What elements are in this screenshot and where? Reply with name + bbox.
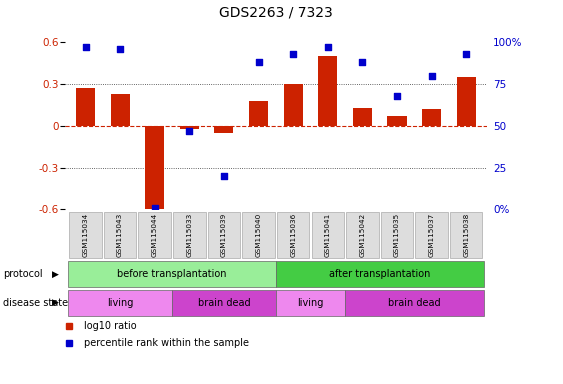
Text: GSM115033: GSM115033 [186, 213, 193, 257]
Point [358, 59, 367, 65]
FancyBboxPatch shape [415, 212, 448, 258]
Bar [110, 94, 129, 126]
Text: GSM115041: GSM115041 [325, 213, 331, 257]
Text: GSM115044: GSM115044 [152, 213, 158, 257]
Bar [76, 88, 95, 126]
Text: brain dead: brain dead [198, 298, 251, 308]
FancyBboxPatch shape [173, 212, 205, 258]
Bar [180, 126, 199, 129]
Text: GSM115036: GSM115036 [290, 213, 296, 257]
Point [115, 46, 124, 52]
Text: log10 ratio: log10 ratio [84, 321, 136, 331]
Point [185, 128, 194, 134]
Bar [284, 84, 303, 126]
Text: GSM115039: GSM115039 [221, 213, 227, 257]
Text: GSM115043: GSM115043 [117, 213, 123, 257]
FancyBboxPatch shape [276, 290, 345, 316]
FancyBboxPatch shape [277, 212, 310, 258]
Bar [318, 56, 337, 126]
Bar [457, 77, 476, 126]
Text: GSM115038: GSM115038 [463, 213, 469, 257]
Text: ▶: ▶ [52, 270, 59, 278]
Text: brain dead: brain dead [388, 298, 441, 308]
FancyBboxPatch shape [69, 212, 102, 258]
FancyBboxPatch shape [276, 261, 484, 287]
Bar [422, 109, 441, 126]
Bar [215, 126, 234, 133]
Text: protocol: protocol [3, 269, 42, 279]
FancyBboxPatch shape [450, 212, 482, 258]
Text: living: living [297, 298, 324, 308]
FancyBboxPatch shape [311, 212, 344, 258]
Point [81, 44, 90, 50]
Bar [353, 108, 372, 126]
Point [254, 59, 263, 65]
FancyBboxPatch shape [104, 212, 136, 258]
Text: percentile rank within the sample: percentile rank within the sample [84, 338, 249, 348]
Text: GSM115042: GSM115042 [359, 213, 365, 257]
Text: after transplantation: after transplantation [329, 269, 430, 279]
Text: GSM115035: GSM115035 [394, 213, 400, 257]
Text: before transplantation: before transplantation [117, 269, 227, 279]
Point [427, 73, 436, 79]
Text: living: living [107, 298, 133, 308]
Text: GDS2263 / 7323: GDS2263 / 7323 [219, 5, 333, 19]
FancyBboxPatch shape [345, 290, 484, 316]
Text: GSM115034: GSM115034 [83, 213, 88, 257]
FancyBboxPatch shape [242, 212, 275, 258]
FancyBboxPatch shape [381, 212, 413, 258]
Text: GSM115040: GSM115040 [256, 213, 262, 257]
Point [323, 44, 332, 50]
Bar [145, 126, 164, 212]
Text: disease state: disease state [3, 298, 68, 308]
FancyBboxPatch shape [208, 212, 240, 258]
Point [462, 51, 471, 57]
Point [392, 93, 401, 99]
FancyBboxPatch shape [172, 290, 276, 316]
FancyBboxPatch shape [138, 212, 171, 258]
FancyBboxPatch shape [68, 261, 276, 287]
Point [289, 51, 298, 57]
FancyBboxPatch shape [346, 212, 379, 258]
Bar [249, 101, 268, 126]
Point [220, 173, 229, 179]
Text: ▶: ▶ [52, 298, 59, 307]
Point [150, 205, 159, 211]
FancyBboxPatch shape [68, 290, 172, 316]
Text: GSM115037: GSM115037 [428, 213, 435, 257]
Bar [387, 116, 406, 126]
